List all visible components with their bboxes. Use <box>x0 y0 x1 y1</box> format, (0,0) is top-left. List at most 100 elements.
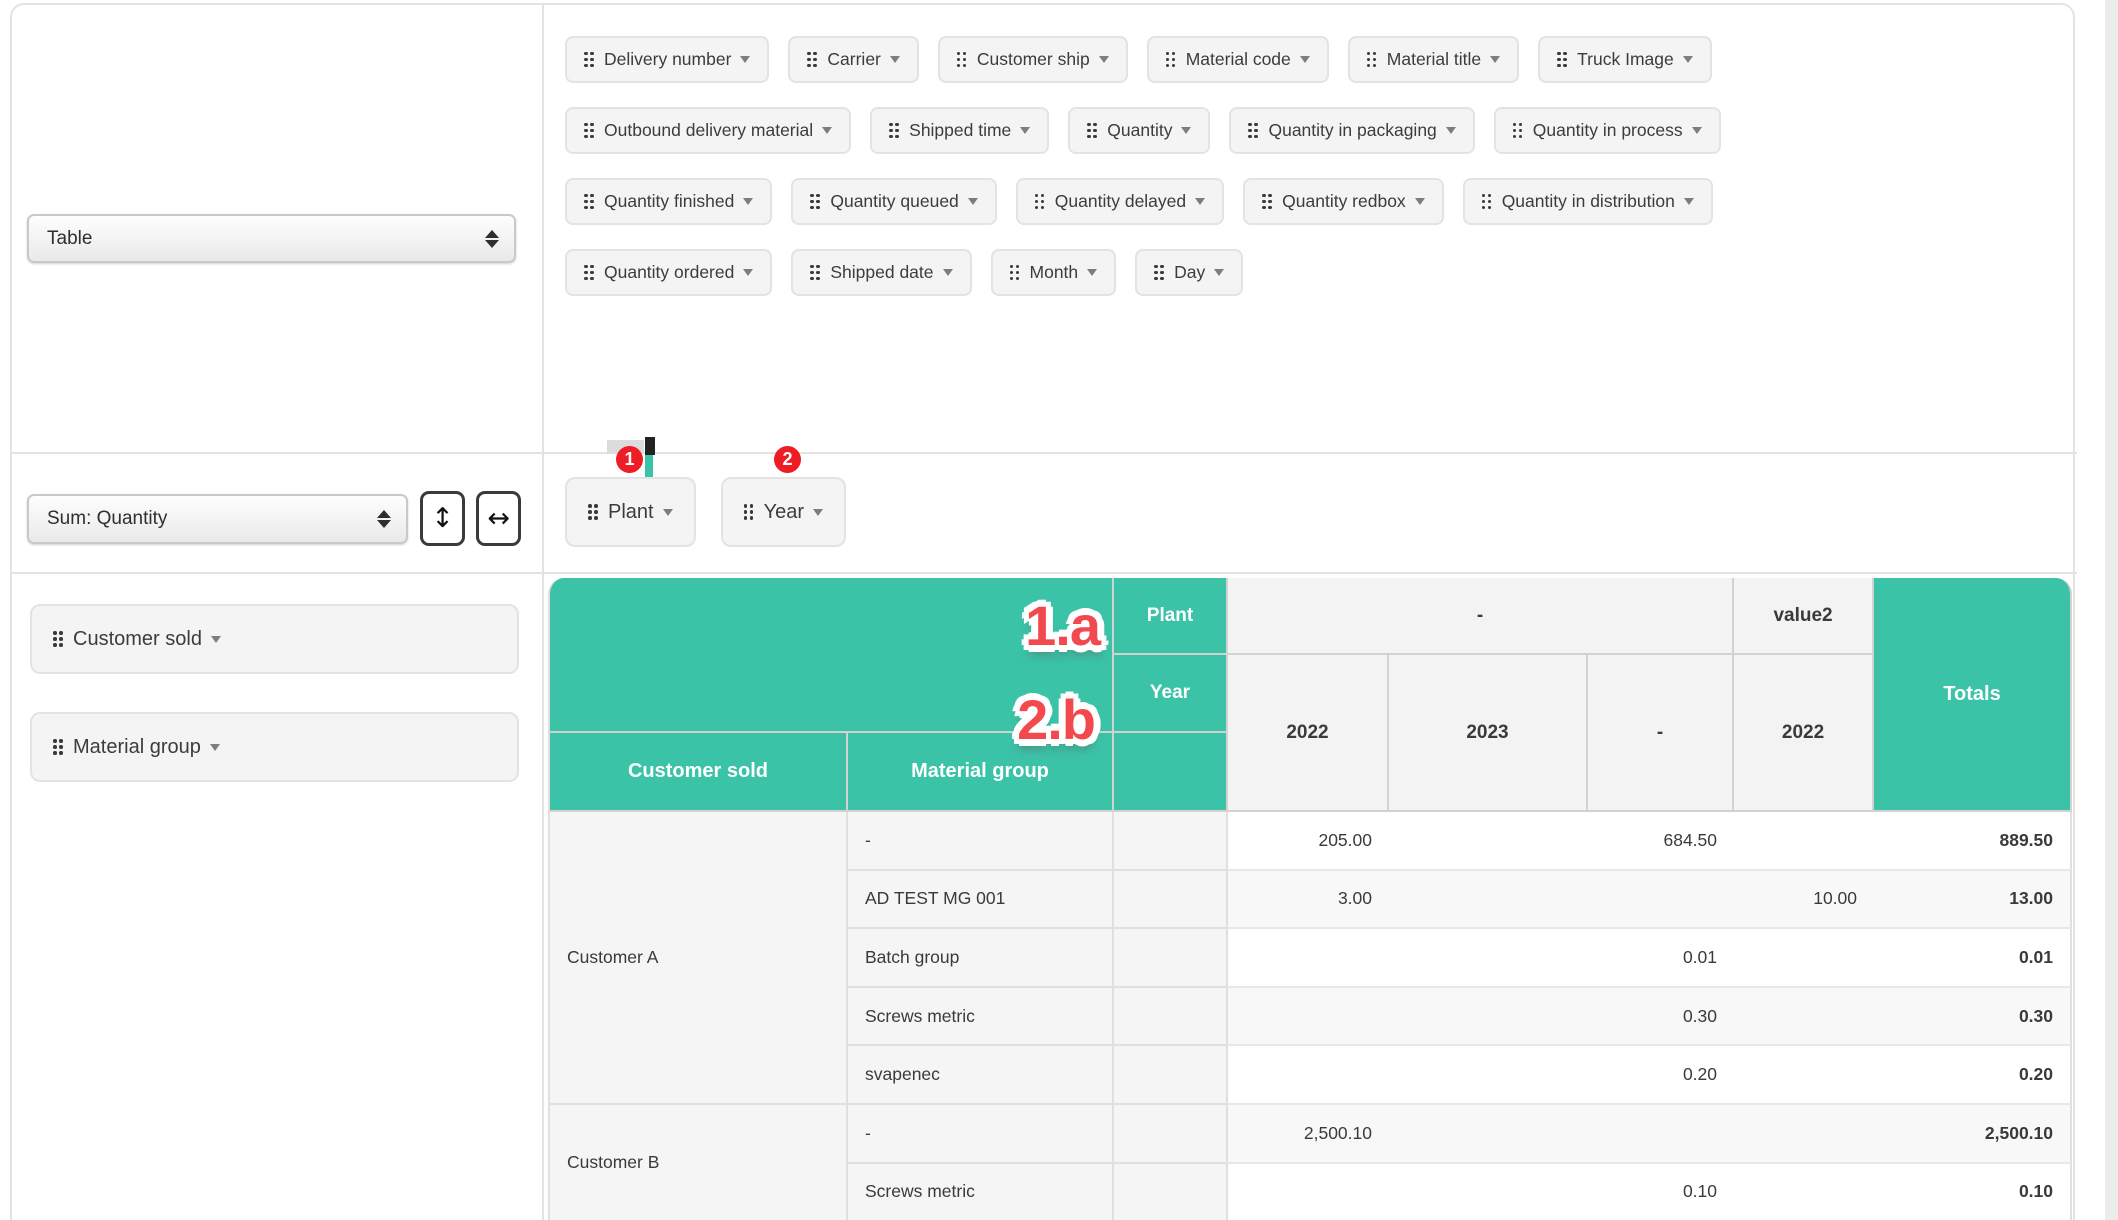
field-pill[interactable]: Delivery number <box>565 36 770 83</box>
field-pill-label: Quantity in process <box>1532 120 1683 140</box>
caret-down-icon <box>1181 127 1192 134</box>
col-attr-pill-plant[interactable]: Plant <box>565 477 696 547</box>
row-attr-pill-label: Material group <box>73 735 201 758</box>
panel-outer-border <box>10 3 2075 1220</box>
caret-down-icon <box>1195 198 1206 205</box>
col-attr-header-year[interactable]: Year <box>1114 655 1228 733</box>
year-col-header[interactable]: 2023 <box>1389 655 1588 812</box>
renderer-select[interactable]: Table <box>27 214 516 263</box>
row-attr-header-material-group[interactable]: Material group <box>848 733 1114 812</box>
field-pill-label: Material title <box>1386 49 1482 69</box>
field-pill[interactable]: Quantity ordered <box>565 249 773 296</box>
field-pill[interactable]: Customer ship <box>937 36 1128 83</box>
drag-handle-icon <box>1165 51 1176 68</box>
drop-marker-bar <box>645 455 653 477</box>
select-spinner-icon <box>377 510 391 528</box>
col-attr-pill-label: Year <box>763 500 805 523</box>
drag-handle-icon <box>53 739 63 755</box>
caret-down-icon <box>822 127 833 134</box>
scrollbar-track[interactable] <box>2105 0 2118 1220</box>
field-pill[interactable]: Quantity delayed <box>1015 178 1225 225</box>
col-group-header-dash[interactable]: - <box>1228 578 1735 655</box>
value-cell <box>1389 1104 1588 1164</box>
header-row-attr-names: Customer sold Material group <box>548 733 2072 812</box>
field-pill[interactable]: Material title <box>1347 36 1520 83</box>
caret-down-icon <box>662 508 673 516</box>
annotation-badge-1: 1 <box>616 446 643 473</box>
col-attrs-area: Plant Year <box>565 477 847 547</box>
drag-handle-icon <box>1248 122 1258 139</box>
field-pill-label: Customer ship <box>976 49 1090 69</box>
field-pill[interactable]: Quantity queued <box>791 178 997 225</box>
year-col-header[interactable]: - <box>1588 655 1735 812</box>
field-pill-label: Month <box>1029 262 1079 282</box>
field-pill[interactable]: Quantity <box>1068 107 1211 154</box>
year-col-header[interactable]: 2022 <box>1734 655 1875 812</box>
drag-handle-icon <box>584 264 594 281</box>
field-pill[interactable]: Quantity finished <box>565 178 773 225</box>
caret-down-icon <box>1683 198 1694 205</box>
field-pill[interactable]: Shipped date <box>791 249 972 296</box>
col-attr-header-plant[interactable]: Plant <box>1114 578 1228 655</box>
value-cell: 10.00 <box>1734 870 1875 930</box>
caret-down-icon <box>743 198 754 205</box>
field-pill[interactable]: Shipped time <box>870 107 1050 154</box>
field-pill-label: Day <box>1174 262 1206 282</box>
field-pill-label: Quantity queued <box>830 191 959 211</box>
value-cell: 205.00 <box>1228 812 1389 871</box>
value-cell <box>1228 929 1389 988</box>
caret-down-icon <box>1299 56 1310 63</box>
field-pill[interactable]: Material code <box>1146 36 1329 83</box>
annotation-text: 2.b <box>1017 688 1096 751</box>
caret-down-icon <box>967 198 978 205</box>
annotation-badge-2: 2 <box>774 446 801 473</box>
value-cell <box>1734 1046 1875 1105</box>
drag-handle-icon <box>584 122 594 139</box>
field-pill-label: Quantity redbox <box>1282 191 1406 211</box>
col-order-button[interactable]: ↔ <box>476 491 521 546</box>
col-group-header-value2[interactable]: value2 <box>1734 578 1875 655</box>
field-pill-label: Quantity finished <box>604 191 735 211</box>
table-row: AD TEST MG 001 3.00 10.00 13.00 <box>548 870 2073 930</box>
caret-down-icon <box>1445 127 1456 134</box>
vertical-arrows-icon: ↕ <box>431 503 454 534</box>
field-pill-label: Quantity <box>1107 120 1173 140</box>
field-pill-label: Shipped time <box>909 120 1012 140</box>
spacer-cell <box>1114 1046 1228 1105</box>
field-pill[interactable]: Truck Image <box>1538 36 1712 83</box>
drag-handle-icon <box>1262 193 1272 210</box>
row-order-button[interactable]: ↕ <box>420 491 465 546</box>
field-pill[interactable]: Quantity in process <box>1493 107 1721 154</box>
field-pill[interactable]: Quantity in distribution <box>1462 178 1713 225</box>
field-pill[interactable]: Outbound delivery material <box>565 107 852 154</box>
field-pill[interactable]: Quantity in packaging <box>1229 107 1475 154</box>
caret-down-icon <box>1682 56 1693 63</box>
drag-handle-icon <box>1557 51 1567 68</box>
badge-number: 2 <box>782 449 793 469</box>
field-pill[interactable]: Day <box>1135 249 1244 296</box>
panel-horizontal-divider-1 <box>10 452 2077 454</box>
value-cell <box>1389 987 1588 1047</box>
pivot-table: Plant - value2 Totals Year 2022 2023 - 2… <box>548 578 2073 1220</box>
caret-down-icon <box>1214 269 1225 276</box>
col-attr-pill-year[interactable]: Year <box>720 477 847 547</box>
field-pill-label: Truck Image <box>1577 49 1674 69</box>
drag-handle-icon <box>584 193 594 210</box>
row-attr-pill-customer-sold[interactable]: Customer sold <box>30 604 519 674</box>
value-cell: 0.01 <box>1588 929 1735 988</box>
aggregator-select[interactable]: Sum: Quantity <box>27 494 408 544</box>
drag-handle-icon <box>1366 51 1377 68</box>
drag-handle-icon <box>743 504 754 520</box>
year-col-header[interactable]: 2022 <box>1228 655 1389 812</box>
row-attr-pill-material-group[interactable]: Material group <box>30 712 519 782</box>
field-pill[interactable]: Carrier <box>788 36 919 83</box>
row-attr-header-customer-sold[interactable]: Customer sold <box>548 733 848 812</box>
drag-handle-icon <box>584 51 594 68</box>
col-attr-pill-label: Plant <box>608 500 654 523</box>
field-pill[interactable]: Month <box>990 249 1117 296</box>
header-row-plant: Plant - value2 Totals <box>548 578 2073 812</box>
totals-header: Totals <box>1874 578 2073 812</box>
field-pill[interactable]: Quantity redbox <box>1243 178 1444 225</box>
table-row: Screws metric 0.10 0.10 <box>548 1163 2073 1220</box>
